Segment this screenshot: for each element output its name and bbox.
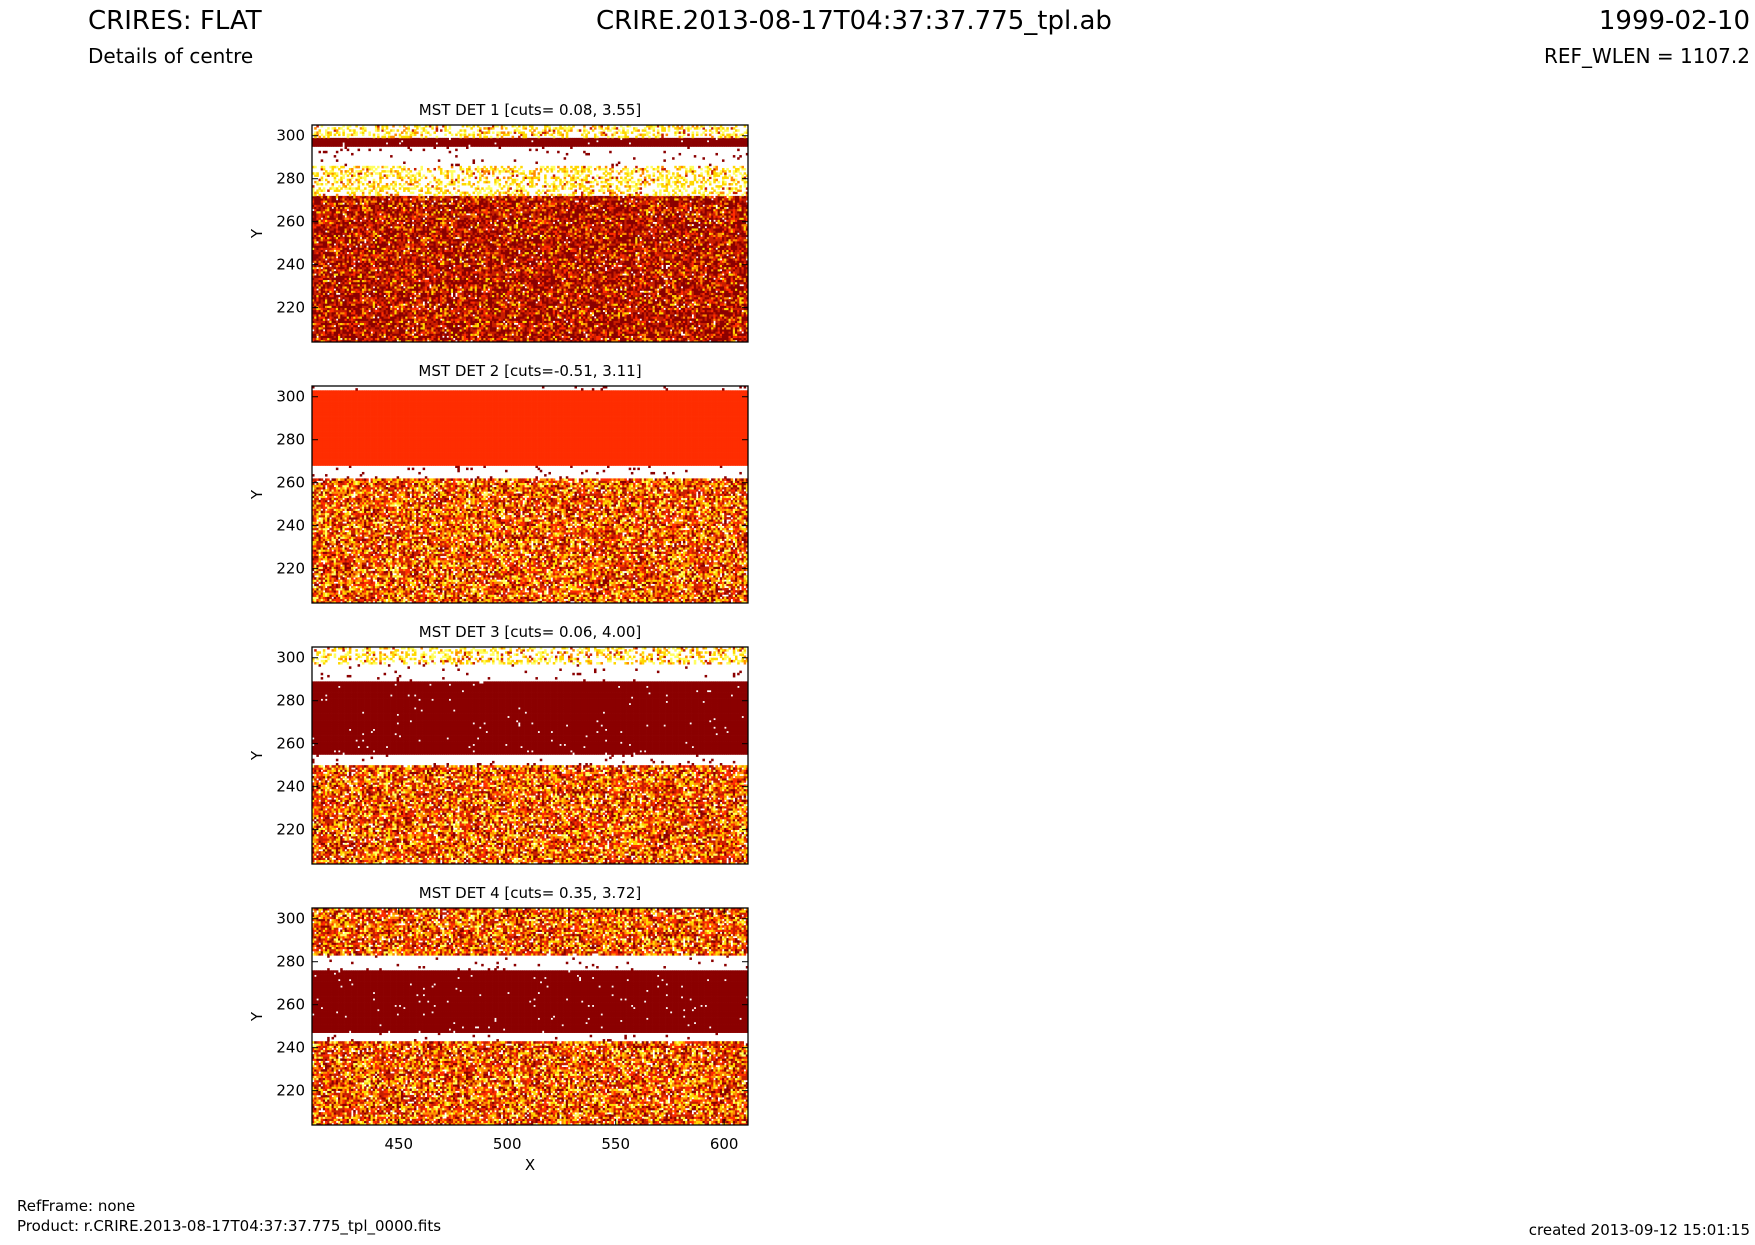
heatmap-panel-2: MST DET 2 [cuts=-0.51, 3.11] 220 240 260 280… — [248, 362, 748, 603]
panel-title: MST DET 1 [cuts= 0.08, 3.55] — [419, 101, 642, 119]
x-tick-label: 550 — [601, 1135, 630, 1153]
y-tick-label: 240 — [276, 517, 305, 535]
y-tick-label: 240 — [276, 256, 305, 274]
y-tick-label: 240 — [276, 1039, 305, 1057]
heatmap-image-1 — [312, 125, 748, 342]
heatmap-panel-1: MST DET 1 [cuts= 0.08, 3.55] 220 240 260 280… — [248, 101, 748, 342]
heatmap-image-3 — [312, 647, 748, 864]
panel-title: MST DET 4 [cuts= 0.35, 3.72] — [419, 884, 642, 902]
heatmap-image-4 — [312, 908, 748, 1125]
y-tick-label: 280 — [276, 170, 305, 188]
y-tick-label: 260 — [276, 213, 305, 231]
y-tick-label: 260 — [276, 996, 305, 1014]
y-tick-label: 300 — [276, 910, 305, 928]
y-tick-label: 220 — [276, 299, 305, 317]
x-tick-label: 600 — [710, 1135, 739, 1153]
created-timestamp: created 2013-09-12 15:01:15 — [1529, 1221, 1750, 1239]
y-tick-label: 220 — [276, 821, 305, 839]
y-tick-label: 220 — [276, 560, 305, 578]
y-tick-label: 240 — [276, 778, 305, 796]
y-tick-label: 220 — [276, 1082, 305, 1100]
y-axis-label: Y — [248, 750, 266, 761]
panel-title: MST DET 2 [cuts=-0.51, 3.11] — [418, 362, 641, 380]
x-axis-label: X — [525, 1156, 535, 1174]
heatmap-panel-4: MST DET 4 [cuts= 0.35, 3.72] 220 240 260 280… — [248, 884, 748, 1174]
y-tick-label: 300 — [276, 388, 305, 406]
y-tick-label: 300 — [276, 127, 305, 145]
product-label: Product: r.CRIRE.2013-08-17T04:37:37.775… — [17, 1217, 441, 1235]
heatmap-image-2 — [312, 386, 748, 603]
heatmap-panel-3: MST DET 3 [cuts= 0.06, 4.00] 220 240 260 280… — [248, 623, 748, 864]
x-tick-label: 500 — [493, 1135, 522, 1153]
y-axis-label: Y — [248, 1011, 266, 1022]
y-tick-label: 260 — [276, 474, 305, 492]
y-tick-label: 280 — [276, 692, 305, 710]
ref-frame-label: RefFrame: none — [17, 1197, 135, 1215]
y-axis-label: Y — [248, 228, 266, 239]
y-tick-label: 280 — [276, 431, 305, 449]
y-axis-label: Y — [248, 489, 266, 500]
x-tick-label: 450 — [384, 1135, 413, 1153]
y-tick-label: 260 — [276, 735, 305, 753]
y-tick-label: 300 — [276, 649, 305, 667]
panel-title: MST DET 3 [cuts= 0.06, 4.00] — [419, 623, 642, 641]
y-tick-label: 280 — [276, 953, 305, 971]
